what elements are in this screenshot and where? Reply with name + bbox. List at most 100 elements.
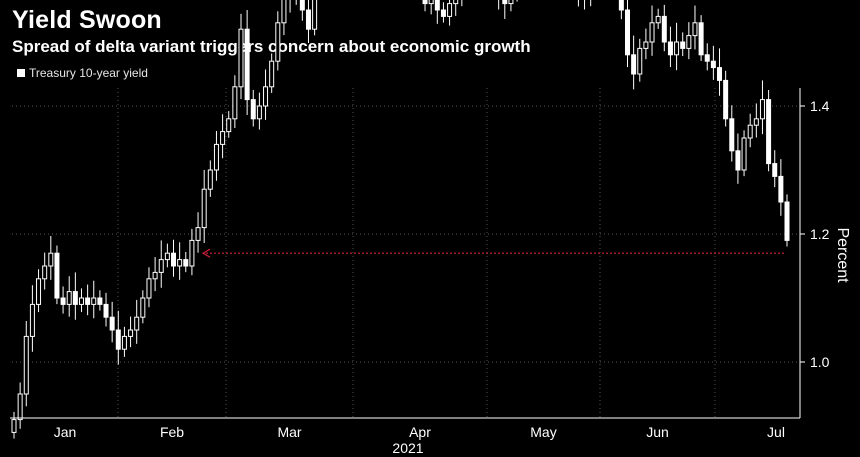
candle-body [643, 41, 649, 49]
candle-body [680, 41, 686, 49]
candle-body [42, 265, 48, 280]
x-tick-label: May [530, 424, 556, 440]
candle-body [54, 252, 60, 299]
candle-body [183, 259, 189, 267]
candle-body [723, 79, 729, 120]
candle-body [128, 329, 134, 337]
candle-body [275, 22, 281, 62]
candle-body [177, 259, 183, 267]
candle-body [631, 54, 637, 75]
legend-label: Treasury 10-year yield [29, 66, 148, 80]
candle-body [434, 0, 440, 11]
candle-body [109, 316, 115, 331]
candle-body [140, 297, 146, 318]
chart-legend: Treasury 10-year yield [17, 66, 148, 80]
candle-body [692, 22, 698, 37]
grid-lines [12, 88, 800, 418]
candle-body [60, 297, 66, 305]
x-tick-label: Feb [160, 424, 184, 440]
candle-body [686, 35, 692, 49]
candle-body [78, 297, 84, 305]
candle-body [269, 60, 275, 88]
candle-body [655, 15, 661, 24]
candle-body [207, 169, 213, 190]
candle-body [422, 0, 428, 5]
candle-body [220, 131, 226, 145]
candle-body [428, 0, 434, 5]
candle-body [232, 86, 238, 120]
candle-body [97, 297, 103, 305]
candle-body [226, 118, 232, 133]
x-tick-label: Apr [409, 424, 431, 440]
candle-body [649, 22, 655, 43]
candle-body [91, 297, 97, 305]
candle-body [299, 0, 305, 11]
candle-body [508, 0, 514, 5]
candle-body [66, 291, 72, 305]
candle-body [717, 67, 723, 81]
y-tick-label: 1.0 [810, 354, 830, 370]
candle-body [244, 28, 250, 101]
candle-body [146, 278, 152, 299]
candle-body [238, 28, 244, 88]
candle-body [29, 303, 35, 337]
candle-body [704, 54, 710, 62]
candle-body [667, 41, 673, 56]
candle-body [753, 118, 759, 126]
candle-body [121, 335, 127, 350]
candle-body [263, 86, 269, 107]
candles [11, 0, 790, 439]
candle-body [741, 137, 747, 171]
candle-body [256, 105, 262, 120]
candle-body [729, 118, 735, 152]
x-tick-label: Jun [646, 424, 669, 440]
x-tick-label: Jan [54, 424, 77, 440]
candle-body [164, 252, 170, 261]
candle-body [72, 291, 78, 305]
candle-body [710, 60, 716, 69]
candle-body [158, 259, 164, 273]
candle-body [11, 419, 17, 433]
candle-body [778, 175, 784, 203]
x-axis: Jan Feb Mar Apr May Jun Jul [10, 417, 800, 440]
chart-subtitle: Spread of delta variant triggers concern… [12, 37, 531, 56]
y-tick-label: 1.4 [810, 98, 830, 114]
reference-arrowhead [201, 248, 211, 258]
candle-body [189, 239, 195, 267]
candle-body [784, 201, 790, 241]
candle-body [747, 124, 753, 139]
y-axis-label: Percent [834, 227, 851, 283]
chart-title: Yield Swoon [12, 6, 162, 34]
candle-body [305, 9, 311, 30]
candle-body [36, 278, 42, 305]
candle-body [698, 22, 704, 56]
candle-body [312, 0, 318, 30]
candle-body [447, 3, 453, 17]
candle-body [281, 0, 287, 24]
candle-body [17, 393, 23, 421]
candle-body [48, 252, 54, 267]
x-axis-year-label: 2021 [392, 440, 423, 456]
candle-body [85, 297, 91, 305]
candle-body [195, 227, 201, 241]
candle-body [23, 335, 29, 395]
candle-body [735, 150, 741, 171]
candle-body [766, 99, 772, 165]
candle-body [171, 252, 177, 267]
reference-line-group [201, 248, 786, 258]
candle-body [661, 15, 667, 43]
candle-body [624, 9, 630, 56]
candle-body [250, 99, 256, 120]
candle-body [674, 41, 680, 56]
candle-body [201, 188, 207, 229]
candle-body [637, 47, 643, 75]
candle-body [759, 99, 765, 120]
y-tick-label: 1.2 [810, 226, 830, 242]
candle-body [103, 303, 109, 318]
x-tick-label: Mar [277, 424, 301, 440]
y-axis: 1.01.21.41.61.8 [799, 88, 830, 418]
candle-body [772, 163, 778, 177]
legend-swatch [17, 69, 25, 77]
candle-body [134, 316, 140, 331]
candle-body [115, 329, 121, 350]
